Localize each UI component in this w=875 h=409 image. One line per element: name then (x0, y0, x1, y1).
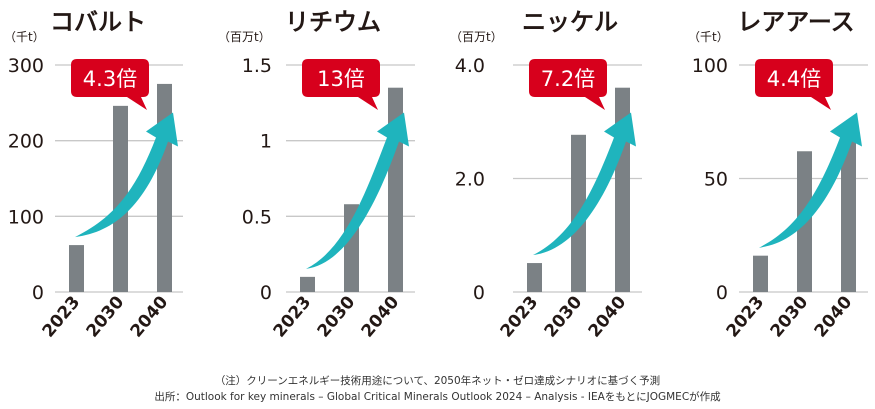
growth-arrow-icon (306, 112, 409, 269)
chart-title: ニッケル (522, 8, 618, 36)
y-tick-label: 4.0 (455, 55, 485, 77)
x-tick-label: 2040 (811, 292, 857, 341)
y-tick-label: 100 (8, 206, 44, 228)
x-tick-label: 2023 (270, 292, 316, 341)
y-tick-label: 200 (8, 131, 44, 153)
unit-label: （千t） (4, 30, 45, 44)
x-tick-label: 2040 (358, 292, 404, 341)
y-tick-label: 100 (692, 55, 728, 77)
source-note: 出所：Outlook for key minerals – Global Cri… (154, 391, 721, 403)
y-tick-label: 50 (704, 169, 728, 191)
bar (113, 105, 128, 292)
bar (69, 245, 84, 292)
x-tick-label: 2040 (585, 292, 631, 341)
unit-label: （百万t） (450, 30, 503, 44)
x-tick-label: 2030 (314, 292, 360, 341)
x-tick-label: 2030 (767, 292, 813, 341)
chart-panel: ニッケル （百万t） 0 2.0 4.0 2023 2030 2040 7.2倍 (436, 0, 654, 360)
growth-arrow-icon (533, 112, 636, 256)
y-tick-label: 0 (260, 282, 272, 304)
bar (753, 255, 768, 292)
y-tick-label: 0.5 (242, 206, 272, 228)
unit-label: （千t） (688, 30, 729, 44)
callout-bubble (302, 59, 380, 110)
bar (527, 263, 542, 292)
callout-bubble (755, 59, 833, 110)
y-tick-label: 0 (32, 282, 44, 304)
callout-label: 13倍 (317, 67, 365, 91)
x-tick-label: 2030 (541, 292, 587, 341)
x-tick-label: 2023 (497, 292, 543, 341)
x-tick-label: 2023 (39, 292, 85, 341)
growth-arrow-icon (759, 112, 862, 248)
growth-arrow-icon (75, 112, 178, 238)
x-tick-label: 2030 (83, 292, 129, 341)
callout-label: 7.2倍 (541, 67, 595, 91)
y-tick-label: 1 (260, 131, 272, 153)
chart-panel: コバルト （千t） 0 100 200 300 2023 2030 2040 4.3倍 (0, 0, 218, 360)
y-tick-label: 1.5 (242, 55, 272, 77)
callout-label: 4.3倍 (83, 67, 137, 91)
unit-label: （百万t） (218, 30, 271, 44)
footnote: （注）クリーンエネルギー技術用途について、2050年ネット・ゼロ達成シナリオに基… (214, 375, 661, 387)
bar (841, 130, 856, 292)
callout-bubble (71, 59, 149, 110)
chart-panel: リチウム （百万t） 0 0.5 1 1.5 2023 2030 2040 13倍 (218, 0, 436, 360)
y-tick-label: 0 (716, 282, 728, 304)
y-tick-label: 300 (8, 55, 44, 77)
chart-title: リチウム (285, 8, 381, 36)
chart-title: コバルト (50, 8, 146, 36)
y-tick-label: 0 (473, 282, 485, 304)
callout-label: 4.4倍 (767, 67, 821, 91)
x-tick-label: 2040 (127, 292, 173, 341)
callout-bubble (529, 59, 607, 110)
bar (300, 276, 315, 292)
chart-panel: レアアース （千t） 0 50 100 2023 2030 2040 4.4倍 (654, 0, 872, 360)
chart-title: レアアース (737, 8, 854, 36)
x-tick-label: 2023 (723, 292, 769, 341)
y-tick-label: 2.0 (455, 169, 485, 191)
